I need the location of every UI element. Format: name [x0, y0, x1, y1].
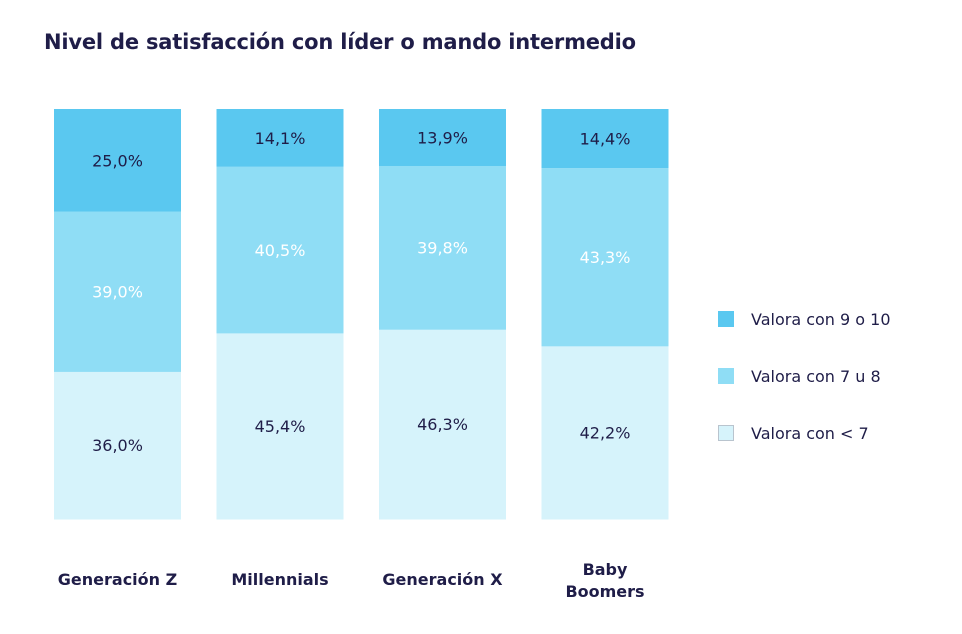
- legend-label-7-8: Valora con 7 u 8: [751, 366, 881, 386]
- bar-millennials-series-1: [216, 166, 344, 334]
- legend-item-lt-7: Valora con < 7: [718, 420, 891, 446]
- category-label-line: Generación X: [382, 570, 503, 589]
- legend-swatch-9-10: [718, 311, 734, 327]
- category-label-generaci-n-z: Generación Z: [58, 570, 177, 589]
- bar-generaci-n-z-series-0: [54, 371, 181, 520]
- category-label-line: Boomers: [565, 582, 644, 601]
- chart-title: Nivel de satisfacción con líder o mando …: [44, 30, 636, 54]
- bar-millennials-series-2: [216, 109, 344, 167]
- legend-label-9-10: Valora con 9 o 10: [751, 309, 891, 329]
- legend-item-7-8: Valora con 7 u 8: [718, 363, 891, 389]
- bar-baby-boomers-series-1: [541, 168, 669, 347]
- category-label-generaci-n-x: Generación X: [382, 570, 503, 589]
- bar-baby-boomers-series-2: [541, 109, 669, 169]
- category-label-line: Baby: [583, 560, 628, 579]
- bar-generaci-n-x-series-2: [379, 109, 506, 166]
- data-label-generaci-n-x-series-2: 13,9%: [417, 128, 468, 147]
- bar-baby-boomers-series-0: [541, 345, 669, 520]
- legend-swatch-lt-7: [718, 425, 734, 441]
- data-label-baby-boomers-series-1: 43,3%: [580, 248, 631, 267]
- bar-millennials-series-0: [216, 332, 344, 520]
- legend: Valora con 9 o 10 Valora con 7 u 8 Valor…: [718, 306, 891, 477]
- data-label-generaci-n-x-series-1: 39,8%: [417, 239, 468, 258]
- data-label-generaci-n-z-series-0: 36,0%: [92, 436, 143, 455]
- bar-generaci-n-z-series-2: [54, 109, 181, 212]
- bar-generaci-n-x-series-0: [379, 329, 506, 520]
- data-label-baby-boomers-series-0: 42,2%: [580, 423, 631, 442]
- category-label-millennials: Millennials: [231, 570, 328, 589]
- legend-label-lt-7: Valora con < 7: [751, 423, 869, 443]
- data-label-millennials-series-0: 45,4%: [255, 417, 306, 436]
- data-label-generaci-n-z-series-2: 25,0%: [92, 151, 143, 170]
- legend-item-9-10: Valora con 9 o 10: [718, 306, 891, 332]
- data-label-generaci-n-x-series-0: 46,3%: [417, 415, 468, 434]
- bar-generaci-n-x-series-1: [379, 165, 506, 330]
- data-label-generaci-n-z-series-1: 39,0%: [92, 282, 143, 301]
- bar-generaci-n-z-series-1: [54, 211, 181, 372]
- data-label-millennials-series-2: 14,1%: [255, 129, 306, 148]
- data-label-baby-boomers-series-2: 14,4%: [580, 130, 631, 149]
- category-label-line: Generación Z: [58, 570, 177, 589]
- category-label-line: Millennials: [231, 570, 328, 589]
- data-label-millennials-series-1: 40,5%: [255, 241, 306, 260]
- category-label-baby-boomers: Baby Boomers: [565, 560, 644, 601]
- legend-swatch-7-8: [718, 368, 734, 384]
